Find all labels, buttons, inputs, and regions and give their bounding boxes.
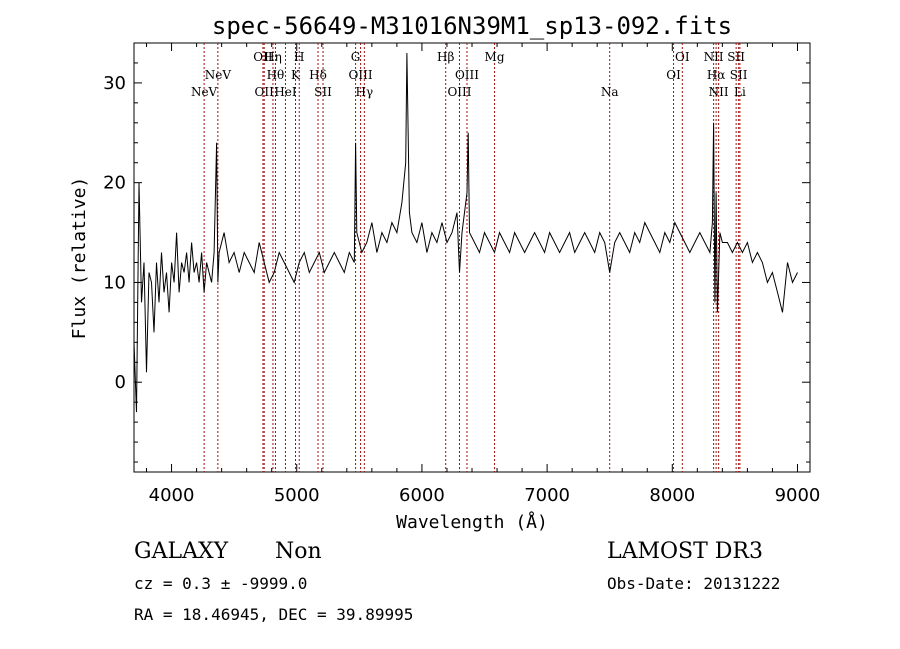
reference-line-label: OIII	[349, 68, 373, 82]
reference-line-label: Hγ	[356, 85, 374, 99]
reference-line-label: Li	[734, 85, 746, 99]
x-tick-label: 7000	[524, 485, 570, 506]
reference-line-label: HeI	[274, 85, 297, 99]
reference-line-label: Hβ	[437, 50, 454, 64]
x-tick-label: 6000	[399, 485, 445, 506]
object-subclass-label: Non	[275, 539, 322, 564]
reference-line-label: NeV	[205, 68, 232, 82]
x-axis-label: Wavelength (Å)	[396, 511, 548, 533]
survey-label: LAMOST DR3	[607, 539, 763, 564]
y-tick-label: 0	[115, 372, 126, 393]
reference-line-label: K	[291, 68, 301, 82]
reference-line-label: OII	[255, 85, 275, 99]
reference-line-label: H	[294, 50, 304, 64]
reference-line-label: SII	[727, 50, 745, 64]
reference-line-label: Hη	[264, 50, 282, 64]
reference-line-label: Na	[601, 85, 619, 99]
x-tick-label: 4000	[149, 485, 195, 506]
reference-line-label: G	[351, 50, 361, 64]
reference-line-label: NeV	[191, 85, 218, 99]
reference-line-label: OII	[253, 50, 273, 64]
reference-line-label: OI	[666, 68, 681, 82]
obs-date-label: Obs-Date: 20131222	[607, 574, 780, 593]
reference-line-label: OIII	[447, 85, 471, 99]
reference-line-label: OIII	[455, 68, 479, 82]
reference-line-label: OI	[675, 50, 690, 64]
reference-lines	[203, 43, 741, 472]
object-class-label: GALAXY	[134, 539, 229, 564]
reference-line-label: NII	[709, 85, 729, 99]
y-axis-label: Flux (relative)	[69, 177, 90, 340]
redshift-label: cz = 0.3 ± -9999.0	[134, 574, 307, 593]
y-tick-label: 30	[103, 73, 126, 94]
reference-line-label: Mg	[485, 50, 505, 64]
x-axis-ticks: 4000 5000 6000 7000 8000 9000	[146, 43, 821, 506]
x-tick-label: 5000	[274, 485, 320, 506]
reference-line-label: NII	[704, 50, 724, 64]
x-tick-label: 9000	[775, 485, 821, 506]
y-tick-label: 20	[103, 173, 126, 194]
reference-line-label: Hθ	[267, 68, 285, 82]
chart-title: spec-56649-M31016N39M1_sp13-092.fits	[212, 12, 732, 40]
series-spectrum-line	[133, 52, 798, 413]
y-tick-label: 10	[103, 272, 126, 293]
reference-line-label: Hα	[707, 68, 726, 82]
coordinates-label: RA = 18.46945, DEC = 39.89995	[134, 605, 413, 624]
x-tick-label: 8000	[649, 485, 695, 506]
reference-line-label: SII	[730, 68, 748, 82]
reference-line-label: SII	[314, 85, 332, 99]
y-axis-ticks: 0 10 20 30	[103, 42, 810, 463]
reference-line-label: Hδ	[309, 68, 327, 82]
